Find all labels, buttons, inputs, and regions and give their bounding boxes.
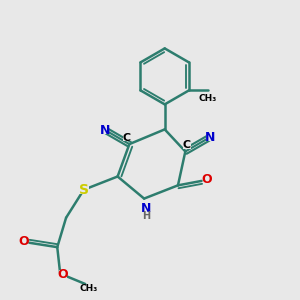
Text: C: C — [183, 140, 191, 150]
Bar — [183, 142, 191, 148]
Bar — [123, 134, 131, 141]
Bar — [79, 185, 89, 194]
Bar — [206, 134, 214, 141]
Text: H: H — [142, 211, 151, 221]
Bar — [203, 175, 211, 184]
Bar — [59, 270, 67, 278]
Bar — [101, 127, 109, 134]
Text: CH₃: CH₃ — [79, 284, 97, 293]
Text: CH₃: CH₃ — [199, 94, 217, 103]
Text: S: S — [79, 183, 89, 197]
Text: O: O — [202, 173, 212, 186]
Text: N: N — [100, 124, 110, 137]
Text: C: C — [123, 133, 131, 142]
Text: N: N — [141, 202, 152, 214]
Bar — [141, 204, 152, 212]
Bar — [20, 237, 28, 245]
Text: N: N — [205, 131, 215, 144]
Text: O: O — [58, 268, 68, 281]
Text: O: O — [19, 235, 29, 248]
